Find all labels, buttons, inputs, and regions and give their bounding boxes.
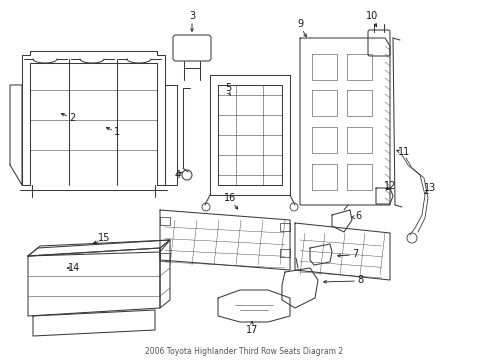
- Bar: [160, 217, 170, 225]
- Text: 10: 10: [365, 11, 377, 21]
- Text: 4: 4: [175, 170, 181, 180]
- Text: 6: 6: [354, 211, 360, 221]
- Text: 15: 15: [98, 233, 110, 243]
- Text: 12: 12: [383, 181, 395, 191]
- Bar: [160, 253, 170, 261]
- Text: 14: 14: [68, 263, 80, 273]
- Bar: [280, 223, 289, 231]
- Text: 17: 17: [245, 325, 258, 335]
- Text: 16: 16: [224, 193, 236, 203]
- Text: 5: 5: [224, 83, 231, 93]
- Text: 2: 2: [69, 113, 75, 123]
- Text: 2006 Toyota Highlander Third Row Seats Diagram 2: 2006 Toyota Highlander Third Row Seats D…: [144, 347, 343, 356]
- Text: 7: 7: [351, 249, 357, 259]
- Text: 9: 9: [296, 19, 303, 29]
- Text: 11: 11: [397, 147, 409, 157]
- Text: 1: 1: [114, 127, 120, 137]
- Text: 3: 3: [188, 11, 195, 21]
- Text: 13: 13: [423, 183, 435, 193]
- Bar: [280, 249, 289, 257]
- Text: 8: 8: [356, 275, 362, 285]
